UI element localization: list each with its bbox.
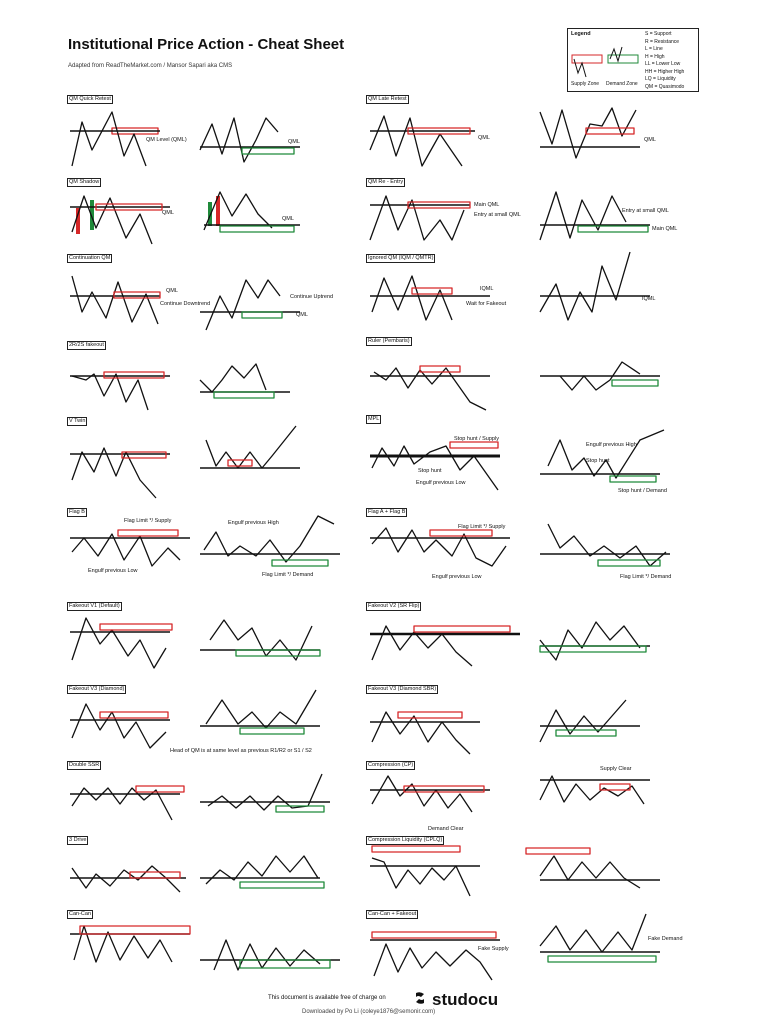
legend-def: S = Support: [645, 31, 672, 37]
page-subtitle: Adapted from ReadTheMarket.com / Mansor …: [68, 63, 233, 69]
annotation-text: QM Level (QML): [146, 137, 187, 143]
legend-box: Legend S = Support R = Resistance L = Li…: [567, 28, 699, 92]
annotation-text: Flag Limit */ Demand: [262, 572, 313, 578]
studocu-logo-icon: [416, 992, 424, 1004]
section-label: Ruler (Pembaris): [366, 337, 412, 346]
footer-downloaded: Downloaded by Po Li (coleye1876@semonir.…: [302, 1009, 436, 1015]
legend-title: Legend: [571, 31, 591, 37]
legend-def: L = Line: [645, 46, 663, 52]
legend-supply-label: Supply Zone: [571, 81, 600, 87]
footer-note: This document is available free of charg…: [268, 995, 386, 1001]
section-label: QM Re - Entry: [366, 178, 406, 187]
annotation-text: Engulf previous High: [586, 442, 637, 448]
annotation-text: Fake Supply: [478, 946, 509, 952]
legend-demand-label: Demand Zone: [606, 81, 638, 87]
annotation-text: Wait for Fakeout: [466, 301, 507, 307]
section-label: Flag B: [67, 508, 87, 517]
annotation-text: Supply Clear: [600, 766, 632, 772]
annotation-text: QML: [166, 288, 178, 294]
section-label: 3 Drive: [67, 836, 89, 845]
legend-def: R = Resistance: [645, 38, 680, 45]
annotation-text: IQML: [642, 296, 655, 302]
section-label: MPL: [366, 415, 382, 424]
section-label: QM Late Retest: [366, 95, 409, 104]
annotation-text: Continue Uptrend: [290, 294, 333, 300]
annotation-text: Main QML: [652, 226, 677, 232]
annotation-text: Flag Limit */ Supply: [124, 518, 172, 524]
annotation-text: Stop hunt / Supply: [454, 436, 499, 442]
section-label: Double SSR: [67, 761, 102, 770]
annotation-text: Stop hunt / Demand: [618, 488, 667, 494]
section-label: V Twin: [67, 417, 88, 426]
section-label: QM Quick Retest: [67, 95, 113, 104]
annotation-text: Continue Downtrend: [160, 301, 210, 307]
section-label: Compression Liquidity (CPLQ): [366, 836, 445, 845]
annotation-text: Entry at small QML: [622, 208, 669, 214]
section-label: Continuation QM: [67, 254, 113, 263]
section-label: Can-Can: [67, 910, 94, 919]
legend-definitions: S = Support R = Resistance L = Line H = …: [645, 31, 684, 91]
section-label: Fakeout V2 (SR Flip): [366, 602, 422, 611]
annotation-text: QML: [288, 139, 300, 145]
annotation-text: Engulf previous Low: [88, 568, 138, 574]
legend-def: LL = Lower Low: [645, 61, 681, 67]
annotation-text: Entry at small QML: [474, 212, 521, 218]
annotation-text: Fake Demand: [648, 936, 683, 942]
legend-def: HH = Higher High: [645, 68, 685, 75]
page-title: Institutional Price Action - Cheat Sheet: [68, 36, 345, 53]
legend-zones-graphic: [571, 46, 639, 78]
annotation-text: Flag Limit */ Supply: [458, 524, 506, 530]
annotation-text: Stop hunt: [418, 468, 442, 474]
annotation-text: Engulf previous Low: [432, 574, 482, 580]
legend-def: LQ = Liquidity: [645, 76, 676, 82]
section-label: Flag A + Flag B: [366, 508, 408, 517]
footer-brand[interactable]: studocu: [432, 990, 499, 1009]
section-label: Can-Can + Fakeout: [366, 910, 419, 919]
annotation-text: Main QML: [474, 202, 499, 208]
legend-def: H = High: [645, 53, 665, 60]
section-label: QM Shadow: [67, 178, 102, 187]
section-label: Fakeout V1 (Default): [67, 602, 122, 611]
annotation-text: Stop hunt: [586, 458, 610, 464]
section-label: Ignored QM (IQM / QMTR): [366, 254, 436, 263]
annotation-text: Demand Clear: [428, 826, 464, 832]
annotation-text: QML: [162, 210, 174, 216]
annotation-text: Engulf previous Low: [416, 480, 466, 486]
annotation-text: QML: [644, 137, 656, 143]
annotation-text: Flag Limit */ Demand: [620, 574, 671, 580]
annotation-text: QML: [296, 312, 308, 318]
legend-def: QM = Quasimodo: [645, 83, 685, 90]
section-label: 2R/2S fakeout: [67, 341, 106, 350]
annotation-text: IQML: [480, 286, 493, 292]
annotation-text: QML: [282, 216, 294, 222]
annotation-text: Head of QM is at same level as previous …: [170, 748, 312, 754]
section-label: Fakeout V3 (Diamond): [67, 685, 127, 694]
section-label: Compression (CP): [366, 761, 416, 770]
section-label: Fakeout V3 (Diamond SBR): [366, 685, 439, 694]
annotation-text: Engulf previous High: [228, 520, 279, 526]
annotation-text: QML: [478, 135, 490, 141]
